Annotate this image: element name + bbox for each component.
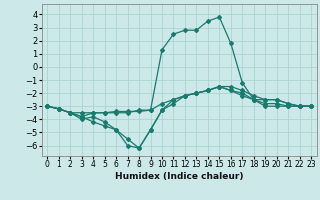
X-axis label: Humidex (Indice chaleur): Humidex (Indice chaleur) [115, 172, 244, 181]
